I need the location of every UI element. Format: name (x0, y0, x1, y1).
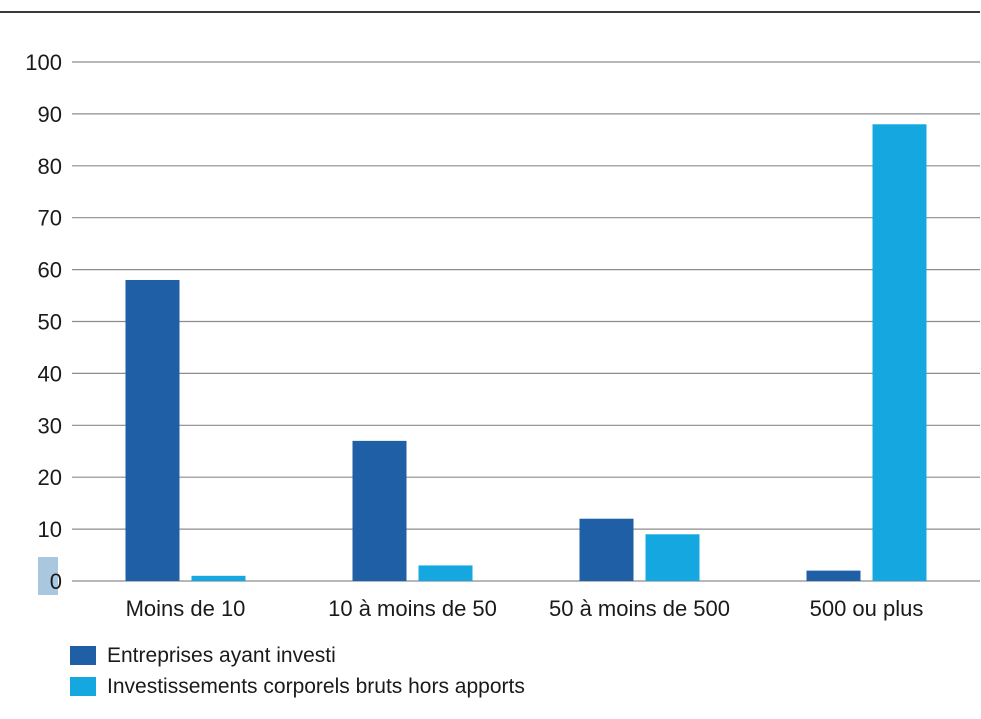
bar-2-1 (191, 575, 246, 581)
y-tick-label-80: 80 (38, 154, 62, 179)
x-category-label-2: 10 à moins de 50 (328, 596, 497, 621)
y-tick-label-20: 20 (38, 465, 62, 490)
bar-1-3 (579, 518, 634, 581)
bar-2-3 (645, 534, 700, 581)
bar-1-4 (806, 570, 861, 581)
y-tick-label-100: 100 (25, 50, 62, 75)
bar-1-2 (352, 440, 407, 581)
y-tick-label-50: 50 (38, 310, 62, 335)
y-tick-label-30: 30 (38, 413, 62, 438)
legend: Entreprises ayant investi Investissement… (70, 640, 525, 702)
y-tick-label-40: 40 (38, 361, 62, 386)
legend-label-series-1: Entreprises ayant investi (107, 643, 336, 667)
y-tick-label-0: 0 (50, 569, 62, 594)
legend-item-series-1: Entreprises ayant investi (70, 640, 525, 671)
legend-swatch-series-1 (70, 646, 96, 665)
x-category-label-3: 50 à moins de 500 (549, 596, 730, 621)
x-category-label-4: 500 ou plus (810, 596, 924, 621)
legend-swatch-series-2 (70, 677, 96, 696)
y-zero-highlight (38, 557, 58, 595)
y-tick-label-60: 60 (38, 258, 62, 283)
y-tick-label-70: 70 (38, 206, 62, 231)
bar-2-4 (872, 124, 927, 581)
x-category-label-1: Moins de 10 (126, 596, 246, 621)
legend-label-series-2: Investissements corporels bruts hors app… (107, 674, 525, 698)
legend-item-series-2: Investissements corporels bruts hors app… (70, 671, 525, 702)
y-tick-label-10: 10 (38, 517, 62, 542)
bar-1-1 (125, 279, 180, 581)
bar-2-2 (418, 565, 473, 581)
y-tick-label-90: 90 (38, 102, 62, 127)
